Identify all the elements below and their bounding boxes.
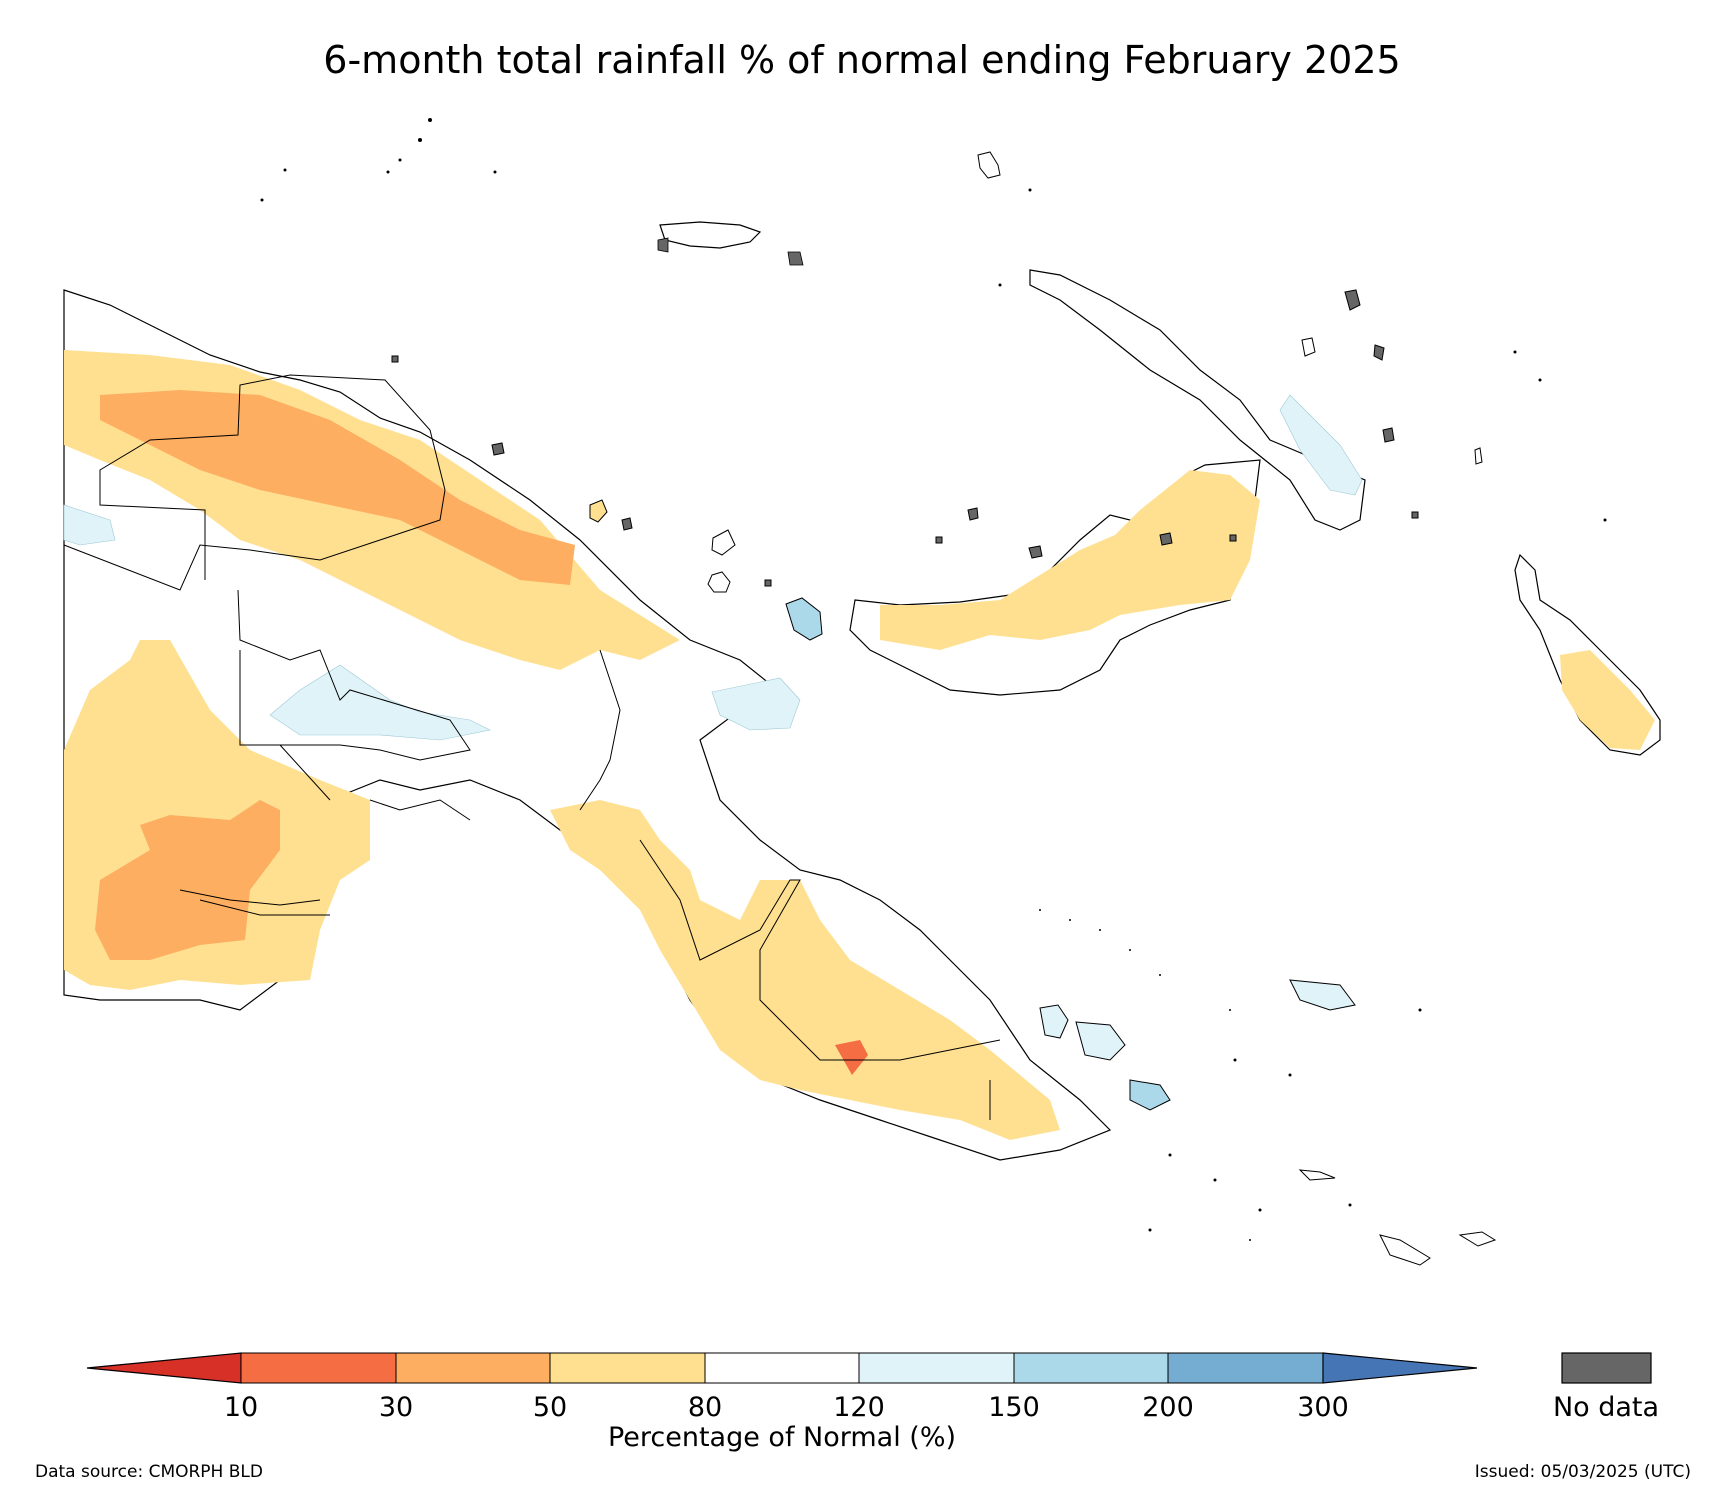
- tabar-island: [1301, 337, 1316, 357]
- green-island: [1474, 447, 1483, 465]
- zone-northeast-120-150: [711, 677, 801, 731]
- islet-1: [391, 355, 399, 363]
- colorbar-tick-80: 80: [688, 1392, 722, 1423]
- colorbar-tick-50: 50: [533, 1392, 567, 1423]
- islet-dots: [260, 118, 1607, 1241]
- mussau-island: [977, 151, 1001, 179]
- new-britain: [849, 459, 1261, 696]
- colorbar-title: Percentage of Normal (%): [608, 1422, 956, 1453]
- zone-south-30-50: [95, 800, 280, 960]
- nuguria-island: [1373, 344, 1385, 361]
- garove-island: [1028, 545, 1043, 559]
- karkar-island: [589, 499, 608, 523]
- d-entrecasteaux-3: [1129, 1079, 1171, 1111]
- colorbar-bin-200-300: [1167, 1352, 1324, 1384]
- watom-island: [1159, 532, 1173, 546]
- small-islands: [391, 151, 1497, 1266]
- no-data-label: No data: [1553, 1392, 1659, 1423]
- colorbar-tick-10: 10: [224, 1392, 258, 1423]
- colorbar-tick-200: 200: [1142, 1392, 1194, 1423]
- d-entrecasteaux-2: [1075, 1021, 1126, 1061]
- d-entrecasteaux-1: [1039, 1004, 1069, 1039]
- rossel-island: [1379, 1234, 1431, 1266]
- no-data-swatch: [1561, 1352, 1652, 1384]
- zone-west-120-150: [63, 504, 116, 546]
- map-title: 6-month total rainfall % of normal endin…: [323, 38, 1401, 82]
- bagabag-island: [711, 529, 736, 556]
- manam-island: [621, 517, 633, 531]
- bougainville-50-80: [1560, 650, 1655, 750]
- islet-5: [1411, 511, 1419, 519]
- trobriand-island: [1289, 979, 1356, 1011]
- new-ireland-120-150: [1279, 394, 1363, 496]
- woodlark-island: [1298, 1169, 1336, 1181]
- bougainville: [1514, 553, 1661, 756]
- colorbar-bin-120-150: [858, 1352, 1015, 1384]
- new-ireland-outline: [1029, 269, 1366, 531]
- wuvulu-island: [491, 442, 505, 456]
- mainland: [63, 289, 1112, 1161]
- colorbar-bin-50-80: [549, 1352, 706, 1384]
- islet-4: [1229, 534, 1237, 542]
- sudest-island: [1458, 1231, 1497, 1247]
- issued-date: Issued: 05/03/2025 (UTC): [1474, 1462, 1691, 1482]
- islet-2: [935, 536, 943, 544]
- colorbar: 10 30 50 80 120 150 200 300 Percentage o…: [86, 1352, 1659, 1453]
- umboi-island: [785, 597, 823, 641]
- colorbar-tick-120: 120: [833, 1392, 885, 1423]
- colorbar-tick-300: 300: [1297, 1392, 1349, 1423]
- zone-central-120-150: [269, 664, 491, 741]
- zone-north-30-50: [100, 390, 575, 585]
- manus-no-data: [657, 237, 804, 266]
- zone-east-50-80: [550, 800, 1060, 1140]
- islet-3: [764, 579, 772, 587]
- colorbar-extend-high: [1322, 1352, 1478, 1384]
- colorbar-extend-low: [86, 1352, 242, 1384]
- long-island: [707, 571, 731, 593]
- new-ireland: [1029, 269, 1366, 531]
- colorbar-tick-30: 30: [379, 1392, 413, 1423]
- colorbar-bin-10-30: [240, 1352, 397, 1384]
- province-borders: [63, 374, 1001, 1120]
- manus-island: [659, 221, 762, 249]
- colorbar-bin-80-120: [704, 1352, 860, 1384]
- zone-east-10-30: [835, 1040, 868, 1075]
- fly-river-delta: [179, 799, 471, 916]
- lihir-island: [1344, 289, 1361, 311]
- colorbar-bin-30-50: [395, 1352, 551, 1384]
- data-source: Data source: CMORPH BLD: [35, 1462, 263, 1482]
- colorbar-bin-150-200: [1013, 1352, 1169, 1384]
- feni-island: [1382, 427, 1395, 443]
- witu-island: [967, 507, 979, 521]
- new-britain-50-80: [880, 470, 1260, 650]
- colorbar-tick-150: 150: [988, 1392, 1040, 1423]
